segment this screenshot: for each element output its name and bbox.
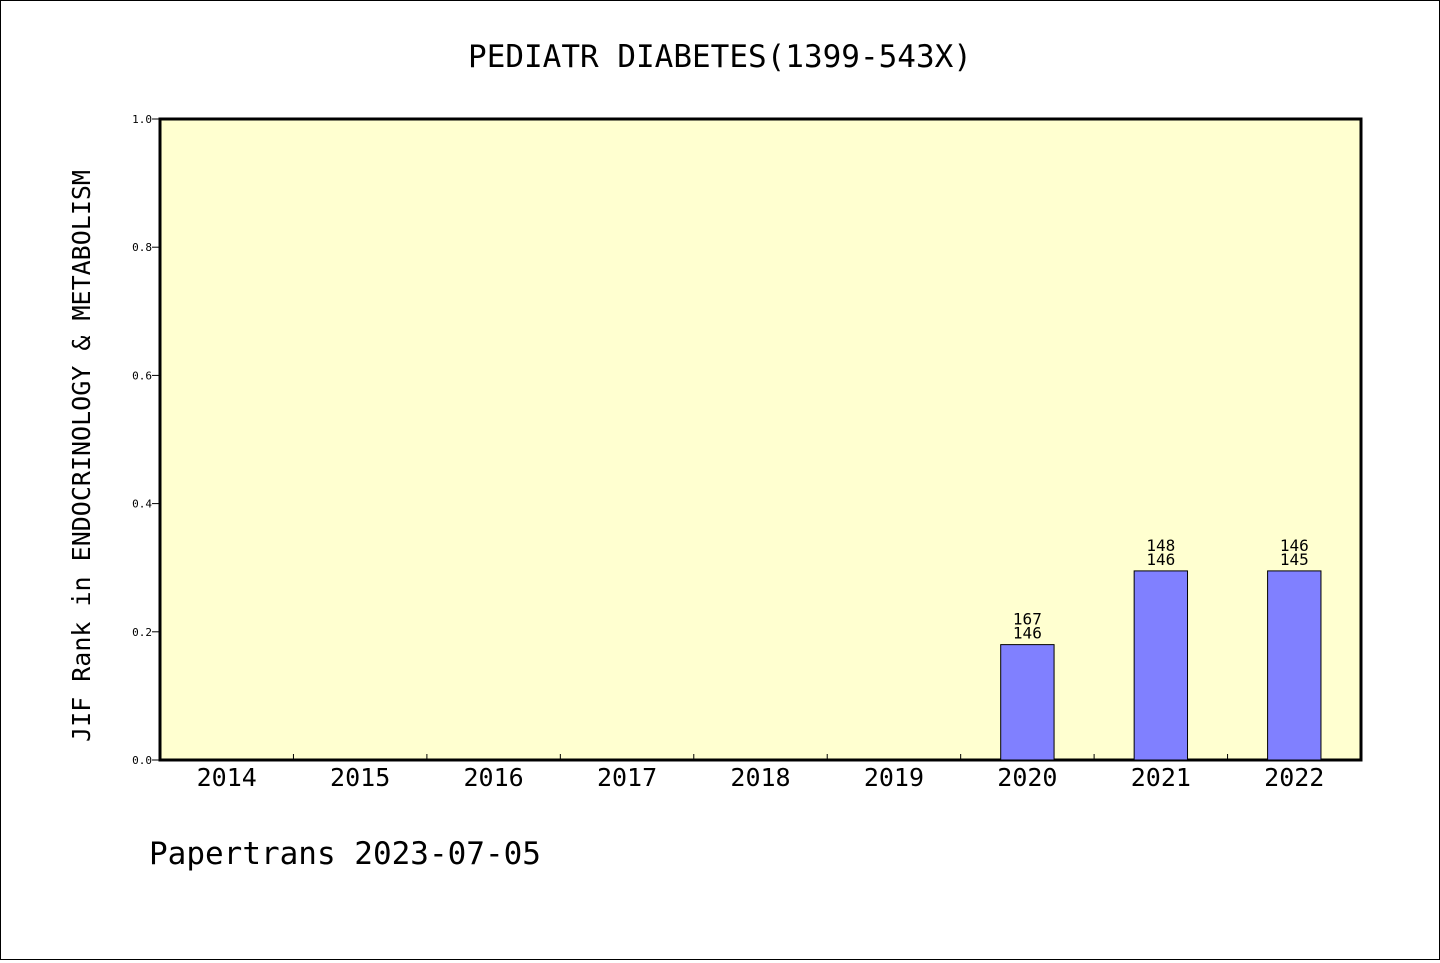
x-tick-label: 2019 xyxy=(864,763,924,792)
y-axis-ticks: 0.0 0.2 0.4 0.6 0.8 1.0 xyxy=(132,113,160,767)
bar-2021 xyxy=(1133,570,1189,761)
bar-label-bottom: 145 xyxy=(1280,550,1309,569)
x-tick-label: 2021 xyxy=(1131,763,1191,792)
bar-label-top: 146 xyxy=(1280,536,1309,555)
bar-label-bottom: 146 xyxy=(1013,624,1042,643)
y-tick-label: 1.0 xyxy=(132,113,152,126)
y-tick-label: 0.2 xyxy=(132,626,152,639)
x-tick-label: 2015 xyxy=(330,763,390,792)
y-tick-label: 0.0 xyxy=(132,754,152,767)
x-axis-ticks: 2014 2015 2016 2017 2018 2019 2020 2021 2022 xyxy=(197,754,1324,792)
y-tick-label: 0.8 xyxy=(132,241,152,254)
bar-label-bottom: 146 xyxy=(1146,550,1175,569)
x-tick-label: 2022 xyxy=(1264,763,1324,792)
bar-label-top: 167 xyxy=(1013,610,1042,629)
chart-title: PEDIATR DIABETES(1399-543X) xyxy=(468,39,972,75)
x-tick-label: 2016 xyxy=(464,763,524,792)
bar-label-top: 148 xyxy=(1146,536,1175,555)
y-axis-label: JIF Rank in ENDOCRINOLOGY & METABOLISM xyxy=(67,170,96,742)
x-tick-label: 2020 xyxy=(997,763,1057,792)
bar-2022 xyxy=(1267,570,1322,761)
y-tick-label: 0.6 xyxy=(132,369,152,382)
x-tick-label: 2017 xyxy=(597,763,657,792)
y-tick-label: 0.4 xyxy=(132,498,152,511)
bars xyxy=(1000,570,1322,761)
x-tick-label: 2014 xyxy=(197,763,257,792)
footer-credit: Papertrans 2023-07-05 xyxy=(149,836,541,872)
bar-2020 xyxy=(1000,644,1055,761)
x-tick-label: 2018 xyxy=(730,763,790,792)
